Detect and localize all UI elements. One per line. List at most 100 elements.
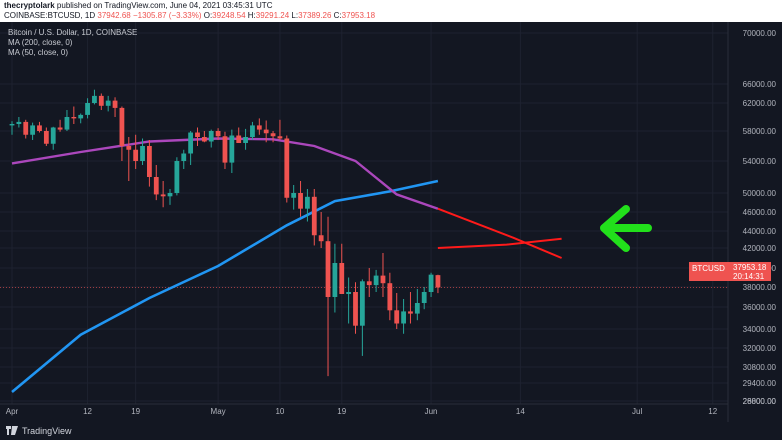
candle-body (160, 194, 166, 197)
candle (353, 282, 358, 334)
date-tick-label: Apr (6, 407, 19, 416)
ohlc-line: COINBASE:BTCUSD, 1D 37942.68 −1305.87 (−… (4, 11, 375, 20)
high-label: H: (247, 11, 256, 20)
candle-body (256, 125, 262, 130)
candle (167, 189, 173, 205)
candle-body (37, 125, 42, 131)
candle (57, 119, 63, 132)
price-tick-label: 30800.00 (743, 363, 777, 372)
high-value: 39291.24 (255, 11, 290, 20)
candle (98, 93, 104, 110)
candle-body (428, 274, 434, 292)
candle-body (30, 125, 36, 135)
candle (311, 189, 317, 246)
candle-body (311, 196, 317, 236)
candle-body (291, 193, 297, 198)
candle-body (394, 310, 400, 324)
price-tag: BTCUSD 37953.18 20:14:31 (689, 262, 771, 281)
tradingview-brand[interactable]: TradingView (22, 426, 72, 436)
price-tick-label: 46000.00 (743, 208, 777, 217)
legend-ma200[interactable]: MA (200, close, 0) (8, 38, 73, 47)
date-tick-label: Jun (425, 407, 438, 416)
tradingview-logo-icon[interactable] (6, 426, 18, 435)
price-tick-label: 32000.00 (743, 344, 777, 353)
candle-body (284, 138, 290, 198)
chart-grid (0, 22, 729, 422)
legend-ma50[interactable]: MA (50, close, 0) (8, 48, 69, 57)
candle (270, 131, 276, 143)
candle-body (92, 95, 97, 103)
candle-body (401, 311, 406, 324)
candle-body (126, 146, 132, 150)
open-label: O: (203, 11, 213, 20)
candle-body (181, 153, 187, 161)
candle-body (408, 311, 413, 314)
price-tick-label: 26800.00 (743, 397, 777, 406)
close-value: 37953.18 (341, 11, 376, 20)
candle-body (373, 275, 379, 286)
close-label: C: (333, 11, 342, 20)
ma200-path (11, 179, 439, 393)
candle (263, 120, 269, 143)
low-label: L: (291, 11, 299, 20)
footer: TradingView (0, 422, 782, 440)
date-tick-label: 10 (275, 407, 284, 416)
date-tick-label: 14 (516, 407, 525, 416)
candle-body (359, 281, 365, 326)
candle (277, 119, 283, 140)
candle (401, 299, 406, 334)
candle-body (435, 275, 441, 288)
price-tick-label: 44000.00 (743, 227, 777, 236)
candle-body (236, 135, 242, 143)
candle (222, 131, 228, 169)
candle-body (43, 131, 49, 144)
publish-date: published on TradingView.com, June 04, 2… (56, 1, 273, 10)
candle (78, 113, 84, 124)
candle (215, 128, 221, 140)
candle-body (23, 121, 29, 135)
candle-body (305, 196, 310, 209)
author-name[interactable]: thecryptolark (4, 1, 55, 10)
candle-body (64, 117, 70, 130)
date-tick-label: 19 (131, 407, 140, 416)
candle (188, 131, 194, 165)
low-value: 37389.26 (298, 11, 332, 20)
candle-body (188, 132, 194, 154)
candle-body (346, 292, 352, 294)
candle (160, 181, 166, 208)
price-tag-symbol: BTCUSD (692, 264, 725, 273)
projection-lines (437, 207, 562, 259)
candle-body (215, 131, 221, 137)
candle (243, 128, 248, 150)
candle (50, 126, 56, 150)
candle (346, 277, 352, 324)
price-tick-label: 42000.00 (743, 244, 777, 253)
price-tick-label: 66000.00 (743, 80, 777, 89)
candle (359, 279, 365, 356)
candle (394, 293, 400, 329)
open-value: 39248.54 (212, 11, 246, 20)
candle-body (174, 161, 180, 193)
price-chart[interactable]: 70000.00 66000.00 62000.00 58000.00 54000.00… (0, 22, 782, 422)
price-tick-label: 34000.00 (743, 325, 777, 334)
candle-body (153, 177, 159, 195)
candle (9, 121, 15, 135)
candle (325, 216, 331, 377)
publish-bar: thecryptolark published on TradingView.c… (0, 0, 782, 22)
date-tick-label: 12 (83, 407, 92, 416)
candle-body (277, 136, 283, 139)
ma200-projection (437, 237, 562, 249)
candle-body (229, 135, 235, 163)
legend-symbol[interactable]: Bitcoin / U.S. Dollar, 1D, COINBASE (8, 28, 138, 37)
candle-body (366, 281, 372, 286)
arrow-icon (600, 205, 652, 252)
candle (435, 274, 441, 294)
candle (133, 134, 139, 169)
candle (37, 121, 42, 133)
candle (23, 119, 29, 139)
candle-body (298, 193, 303, 209)
candle (208, 129, 214, 148)
price-tick-label: 29400.00 (743, 379, 777, 388)
candle (428, 272, 434, 297)
candle-body (332, 263, 338, 297)
